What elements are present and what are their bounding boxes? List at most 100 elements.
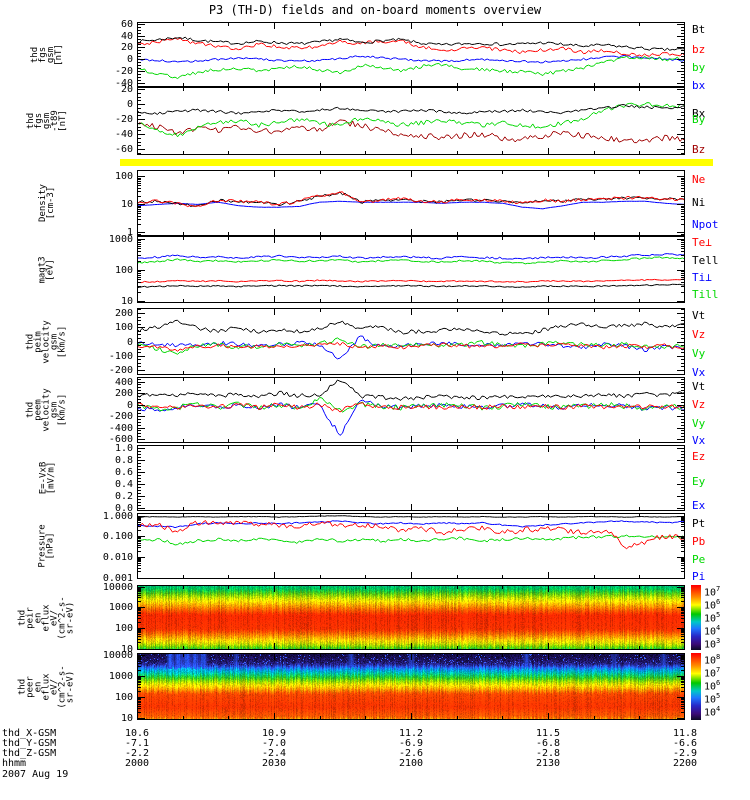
legend-Pt: Pt [692, 516, 706, 530]
plot-title: P3 (TH-D) fields and on-board moments ov… [208, 3, 542, 17]
panel-peer-spec-plot [137, 653, 685, 720]
panel-peim-velocity-ytick: -100 [108, 350, 133, 362]
panel-peer-spec-ytick: 10 [120, 713, 133, 725]
panel-magt3-ytick: 1000 [108, 233, 133, 245]
panel-fgs-gsm-t89-ytick: -40 [114, 129, 133, 141]
panel-peer-spec-ylabel: thd peer en eflux eV/(cm^2-s-sr-eV) [8, 653, 86, 720]
footer-value: -6.9 [398, 738, 424, 749]
panel-efield-ytick: 0.6 [114, 466, 133, 478]
footer-value: 2200 [672, 758, 698, 769]
footer-value: 11.5 [535, 728, 561, 739]
panel-peem-velocity-ylabel-text: thd peem velocity gsm [km/s] [25, 388, 68, 432]
panel-peem-velocity-ylabel: thd peem velocity gsm [km/s] [8, 377, 86, 443]
legend-Ez: Ez [692, 450, 706, 464]
legend-By: By [692, 112, 706, 126]
panel-pressure-ytick: 0.100 [102, 531, 133, 543]
footer-value: -6.8 [535, 738, 561, 749]
footer-value: 2000 [124, 758, 150, 769]
footer-value: 11.8 [672, 728, 698, 739]
legend-Tell: Tell [692, 254, 719, 268]
panel-fgs-gsm-t89-ylabel-text: thd fgs gsm -t89 [nT] [26, 110, 68, 132]
panel-density-ytick: 10 [120, 199, 133, 211]
panel-fgs-gsm-t89-ytick: -60 [114, 144, 133, 156]
panel-peim-velocity-ylabel: thd peim velocity gsm [km/s] [8, 308, 86, 375]
legend-Bz: Bz [692, 142, 706, 156]
colorbar-tick: 104 [704, 705, 721, 719]
panel-efield-ylabel-text: E=-VxB [mV/m] [37, 461, 56, 495]
legend-Pe: Pe [692, 552, 706, 566]
footer-row-label-thdZGSM: thd_Z-GSM [2, 748, 57, 759]
footer-value: -6.6 [672, 738, 698, 749]
colorbar-tick: 105 [704, 611, 721, 625]
legend-Bt: Bt [692, 23, 706, 37]
panel-peem-velocity-ytick: 400 [114, 376, 133, 388]
legend-Npot: Npot [692, 217, 719, 231]
footer-value: 2130 [535, 758, 561, 769]
panel-fgs-gsm-plot [137, 22, 685, 87]
legend-bz: bz [692, 42, 706, 56]
panel-peir-spec-ylabel: thd peir en eflux eV/(cm^2-s-sr-eV) [8, 585, 86, 650]
panel-pressure-ylabel-text: Pressure [nPa] [37, 524, 56, 568]
panel-fgs-gsm-ytick: -20 [114, 66, 133, 78]
panel-peir-spec-plot [137, 585, 685, 650]
footer-row-label-thdXGSM: thd_X-GSM [2, 728, 57, 739]
panel-density-ylabel-text: Density [cm-3] [38, 184, 56, 222]
panel-efield-ytick: 0.0 [114, 503, 133, 515]
legend-Ey: Ey [692, 474, 706, 488]
footer-value: -2.4 [261, 748, 287, 759]
footer-value: -2.8 [535, 748, 561, 759]
panel-efield-ylabel: E=-VxB [mV/m] [8, 445, 86, 511]
legend-Te: Te⊥ [692, 236, 712, 249]
colorbar-tick: 108 [704, 653, 721, 667]
panel-peim-velocity-ytick: -200 [108, 365, 133, 376]
status-bar [120, 159, 713, 166]
footer-value: -2.6 [398, 748, 424, 759]
panel-fgs-gsm-ytick: 60 [120, 18, 133, 30]
colorbar-peer-spec [691, 653, 701, 720]
panel-peem-velocity-ytick: -400 [108, 422, 133, 434]
panel-peem-velocity-ytick: -200 [108, 411, 133, 423]
legend-Ti: Ti⊥ [692, 270, 712, 284]
legend-Ne: Ne [692, 173, 706, 187]
panel-efield-plot [137, 445, 685, 511]
panel-pressure-ytick: 0.001 [102, 572, 133, 584]
panel-peim-velocity-ylabel-text: thd peim velocity gsm [km/s] [25, 319, 68, 364]
footer-value: 11.2 [398, 728, 424, 739]
panel-fgs-gsm-t89-ytick: 20 [120, 84, 133, 96]
footer-value: -2.9 [672, 748, 698, 759]
panel-fgs-gsm-t89-ytick: -20 [114, 114, 133, 126]
colorbar-tick: 107 [704, 585, 721, 599]
panel-peir-spec-ytick: 100 [114, 622, 133, 634]
panel-fgs-gsm-ylabel: thd fgs gsm [nT] [8, 22, 86, 87]
panel-peir-spec-ytick: 10000 [102, 581, 133, 593]
panel-peim-velocity-plot [137, 308, 685, 375]
legend-Ex: Ex [692, 499, 706, 513]
panel-peem-velocity-plot [137, 377, 685, 443]
footer-value: 10.6 [124, 728, 150, 739]
footer-row-label-hhmm: hhmm [2, 758, 27, 769]
legend-Vy: Vy [692, 346, 706, 360]
panel-peim-velocity-ytick: 100 [114, 322, 133, 334]
panel-fgs-gsm-t89-ytick: 0 [126, 99, 133, 111]
panel-fgs-gsm-ytick: 40 [120, 30, 133, 42]
legend-by: by [692, 61, 706, 74]
panel-efield-ytick: 1.0 [114, 442, 133, 454]
panel-peir-spec-ylabel-text: thd peir en eflux eV/(cm^2-s-sr-eV) [17, 595, 76, 640]
legend-Vx: Vx [692, 365, 706, 379]
panel-peim-velocity-ytick: 200 [114, 307, 133, 319]
panel-peem-velocity-ytick: 200 [114, 388, 133, 400]
panel-peem-velocity-ytick: -600 [108, 433, 133, 445]
panel-pressure-plot [137, 513, 685, 579]
colorbar-tick: 104 [704, 624, 721, 638]
footer-value: -7.1 [124, 738, 150, 749]
panel-peer-spec-ytick: 1000 [108, 670, 133, 682]
colorbar-tick: 103 [704, 637, 721, 651]
panel-density-plot [137, 170, 685, 236]
colorbar-tick: 106 [704, 679, 721, 693]
legend-Vy: Vy [692, 416, 706, 430]
panel-fgs-gsm-ytick: 0 [126, 54, 133, 66]
panel-density-ytick: 100 [114, 171, 133, 183]
legend-Vt: Vt [692, 309, 706, 323]
panel-fgs-gsm-t89-plot [137, 87, 685, 155]
panel-efield-ytick: 0.8 [114, 454, 133, 466]
